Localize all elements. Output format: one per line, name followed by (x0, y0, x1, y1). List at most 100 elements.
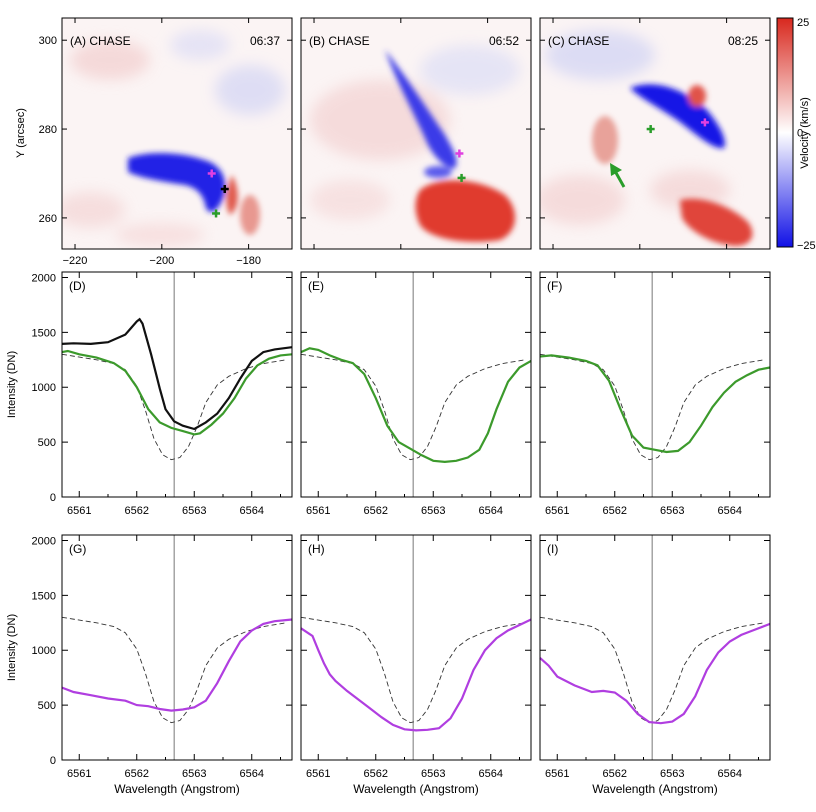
map-y-tick-label: 260 (39, 213, 57, 225)
profile-frame (61, 534, 293, 761)
arrow-icon (610, 163, 626, 188)
profile-frame (300, 534, 532, 761)
profile-x-tick-label: 6562 (125, 768, 149, 780)
profile-panel-f: (F) 6561 6562 6563 6564 (539, 271, 771, 517)
profile-x-tick-label: 6561 (306, 505, 330, 517)
profile-x-axis-label: Wavelength (Angstrom) (592, 782, 718, 796)
colorbar-tick-label: −25 (797, 240, 816, 252)
profile-series-line (61, 618, 293, 712)
profile-x-tick-label: 6563 (660, 768, 684, 780)
profile-frame (300, 271, 532, 498)
map-y-tick-label: 300 (39, 35, 57, 47)
profile-panel-label: (F) (547, 279, 562, 293)
profile-y-axis-label: Intensity (DN) (6, 351, 18, 418)
profile-frame (539, 534, 771, 761)
map-marker (700, 118, 709, 127)
map-panel-time: 08:25 (728, 34, 758, 48)
colorbar-tick-label: 25 (797, 17, 809, 29)
profile-panel-label: (E) (308, 279, 324, 293)
profile-x-tick-label: 6561 (545, 505, 569, 517)
profile-series-line (300, 618, 532, 732)
profile-panel-d: (D) 6561 6562 6563 6564 0 500 1000 1500 2000 Inten… (6, 271, 293, 517)
map-y-axis-label: Y (arcsec) (15, 108, 27, 158)
profile-x-axis-label: Wavelength (Angstrom) (353, 782, 479, 796)
colorbar: 25 0 −25 Velocity (km/s) (776, 17, 816, 252)
profile-x-tick-label: 6563 (182, 505, 206, 517)
reference-profile-line (61, 616, 287, 724)
profile-y-tick-label: 1500 (32, 327, 56, 339)
profile-x-tick-label: 6564 (240, 768, 264, 780)
map-panel-time: 06:37 (250, 34, 280, 48)
map-panel-label: (B) CHASE (309, 34, 370, 48)
map-b-artwork (301, 18, 531, 249)
profile-frame (61, 271, 293, 498)
map-x-tick-label: −180 (236, 255, 261, 267)
profile-x-tick-label: 6564 (718, 768, 742, 780)
profile-panel-label: (I) (547, 542, 558, 556)
colorbar-tick-label: 0 (797, 128, 803, 140)
profile-x-tick-label: 6563 (421, 505, 445, 517)
profile-frame (539, 271, 771, 498)
profile-series-line (539, 354, 771, 454)
map-c-artwork (540, 18, 770, 249)
colorbar-label: Velocity (km/s) (799, 97, 811, 169)
profile-x-tick-label: 6563 (182, 768, 206, 780)
profile-y-tick-label: 0 (50, 755, 56, 767)
profile-x-tick-label: 6561 (67, 768, 91, 780)
profile-series-line (300, 347, 532, 464)
map-frame (300, 17, 532, 250)
profile-x-tick-label: 6562 (364, 505, 388, 517)
profile-panel-g: (G) 6561 6562 6563 6564 0 500 1000 1500 2000 Wavel… (6, 534, 293, 796)
profile-y-tick-label: 0 (50, 492, 56, 504)
profile-x-tick-label: 6562 (125, 505, 149, 517)
profile-series-line (61, 349, 293, 436)
map-panel-a: (A) CHASE 06:37 −220 −200 −180 260 280 300 (39, 17, 293, 267)
map-frame (61, 17, 293, 250)
profiles-layer: (D) 6561 6562 6563 6564 0 500 1000 1500 2000 Inten… (6, 271, 771, 796)
profile-panel-e: (E) 6561 6562 6563 6564 (300, 271, 532, 517)
profile-panel-label: (G) (69, 542, 86, 556)
map-panel-time: 06:52 (489, 34, 519, 48)
reference-profile-line (300, 616, 526, 724)
map-panel-label: (A) CHASE (70, 34, 131, 48)
map-panel-b: (B) CHASE 06:52 (300, 17, 532, 250)
map-marker (220, 185, 229, 194)
profile-x-tick-label: 6561 (306, 768, 330, 780)
profile-y-tick-label: 2000 (32, 272, 56, 284)
map-x-tick-label: −200 (149, 255, 174, 267)
profile-series-line (539, 622, 771, 725)
map-marker (212, 209, 221, 218)
profile-y-tick-label: 1000 (32, 645, 56, 657)
profile-x-tick-label: 6562 (364, 768, 388, 780)
profile-x-tick-label: 6563 (421, 768, 445, 780)
profile-y-tick-label: 500 (38, 700, 56, 712)
profile-x-tick-label: 6561 (545, 768, 569, 780)
profile-series-line (61, 317, 293, 431)
maps-layer: (A) CHASE 06:37 −220 −200 −180 260 280 300 (B) C… (15, 17, 771, 267)
map-marker (455, 149, 464, 158)
profile-y-tick-label: 500 (38, 437, 56, 449)
map-marker (646, 125, 655, 134)
map-panel-c: (C) CHASE 08:25 (539, 17, 771, 250)
profile-y-tick-label: 1000 (32, 382, 56, 394)
profile-x-tick-label: 6562 (603, 768, 627, 780)
profile-x-tick-label: 6563 (660, 505, 684, 517)
profile-x-axis-label: Wavelength (Angstrom) (114, 782, 240, 796)
map-y-tick-label: 280 (39, 124, 57, 136)
profile-y-tick-label: 2000 (32, 535, 56, 547)
profile-x-tick-label: 6564 (479, 768, 503, 780)
map-panel-label: (C) CHASE (548, 34, 609, 48)
profile-x-tick-label: 6561 (67, 505, 91, 517)
map-a-artwork (62, 18, 292, 249)
map-marker (457, 173, 466, 182)
profile-x-tick-label: 6562 (603, 505, 627, 517)
map-frame (539, 17, 771, 250)
profile-panel-label: (H) (308, 542, 325, 556)
map-x-tick-label: −220 (63, 255, 88, 267)
profile-y-axis-label: Intensity (DN) (6, 614, 18, 681)
profile-y-tick-label: 1500 (32, 590, 56, 602)
profile-x-tick-label: 6564 (240, 505, 264, 517)
